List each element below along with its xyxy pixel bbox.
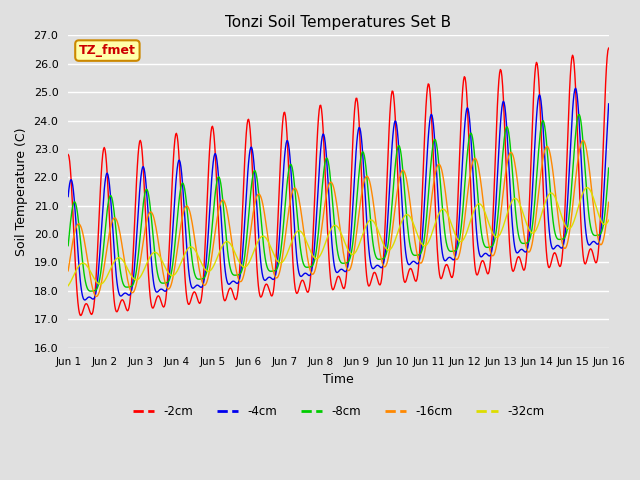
-2cm xyxy=(405,269,413,275)
X-axis label: Time: Time xyxy=(323,373,354,386)
-8cm xyxy=(64,243,72,249)
-32cm xyxy=(184,245,192,251)
-8cm xyxy=(405,233,413,239)
-16cm xyxy=(74,221,82,227)
-8cm xyxy=(186,229,193,235)
-16cm xyxy=(605,199,612,205)
-16cm xyxy=(420,251,428,256)
Legend: -2cm, -4cm, -8cm, -16cm, -32cm: -2cm, -4cm, -8cm, -16cm, -32cm xyxy=(128,400,549,423)
-2cm xyxy=(77,312,84,318)
Line: -8cm: -8cm xyxy=(68,115,609,291)
-4cm xyxy=(605,101,612,107)
-2cm xyxy=(420,135,428,141)
-8cm xyxy=(420,235,428,240)
-8cm xyxy=(575,112,583,118)
-2cm xyxy=(64,152,72,157)
-4cm xyxy=(405,262,413,267)
-32cm xyxy=(74,264,82,270)
-4cm xyxy=(74,249,82,254)
-8cm xyxy=(131,278,138,284)
Line: -2cm: -2cm xyxy=(68,48,609,315)
Line: -16cm: -16cm xyxy=(68,140,609,296)
-2cm xyxy=(131,226,138,232)
-16cm xyxy=(64,268,72,274)
Text: TZ_fmet: TZ_fmet xyxy=(79,44,136,57)
-16cm xyxy=(214,212,221,218)
-8cm xyxy=(214,175,221,181)
-32cm xyxy=(583,185,591,191)
-4cm xyxy=(186,272,193,278)
-4cm xyxy=(131,266,138,272)
Line: -32cm: -32cm xyxy=(68,188,609,286)
-16cm xyxy=(93,293,100,299)
-16cm xyxy=(186,207,193,213)
-32cm xyxy=(130,276,138,281)
-4cm xyxy=(81,297,88,303)
-8cm xyxy=(74,214,82,219)
-16cm xyxy=(405,190,413,195)
-4cm xyxy=(420,201,428,206)
Y-axis label: Soil Temperature (C): Soil Temperature (C) xyxy=(15,127,28,256)
-32cm xyxy=(404,212,412,217)
-32cm xyxy=(420,243,428,249)
-8cm xyxy=(605,165,612,171)
-16cm xyxy=(131,288,138,294)
-2cm xyxy=(186,301,193,307)
Line: -4cm: -4cm xyxy=(68,88,609,300)
Title: Tonzi Soil Temperatures Set B: Tonzi Soil Temperatures Set B xyxy=(225,15,451,30)
-4cm xyxy=(64,193,72,199)
-4cm xyxy=(572,85,579,91)
-16cm xyxy=(579,137,587,143)
-32cm xyxy=(64,283,72,288)
-8cm xyxy=(87,288,95,294)
-32cm xyxy=(213,255,221,261)
-2cm xyxy=(74,300,82,305)
-2cm xyxy=(605,45,612,51)
-4cm xyxy=(214,165,221,171)
-32cm xyxy=(605,217,612,223)
-2cm xyxy=(214,204,221,209)
